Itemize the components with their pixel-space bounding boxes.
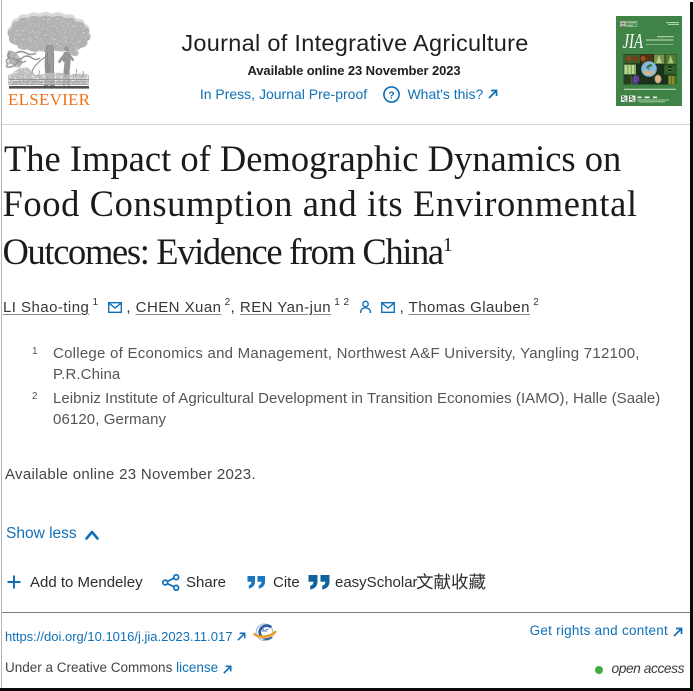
svg-text:?: ? [388, 89, 394, 101]
svg-text:JIA: JIA [623, 29, 644, 53]
